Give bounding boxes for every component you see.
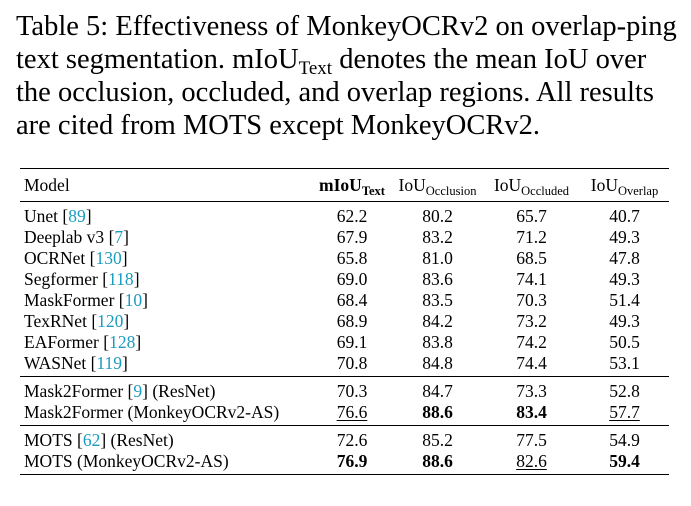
value-miou: 68.9 <box>336 311 368 331</box>
citation-link[interactable]: 118 <box>108 269 134 289</box>
value-overlap: 49.3 <box>609 227 640 247</box>
model-name: Segformer [118] <box>24 269 140 289</box>
value-overlap: 57.7 <box>609 402 640 422</box>
citation-link[interactable]: 89 <box>68 206 86 226</box>
value-overlap: 50.5 <box>609 332 640 352</box>
table-row: OCRNet [130] 65.8 81.0 68.5 47.8 <box>20 248 669 269</box>
value-overlap: 54.9 <box>580 425 669 451</box>
value-occlusion: 84.7 <box>392 376 483 402</box>
value-overlap: 52.8 <box>580 376 669 402</box>
caption-text-b: denotes the mean IoU over the occlusion,… <box>16 44 654 141</box>
model-name: MOTS (MonkeyOCRv2-AS) <box>20 451 312 475</box>
model-name: EAFormer [128] <box>24 332 142 352</box>
value-miou: 62.2 <box>336 206 368 226</box>
value-miou: 70.8 <box>336 353 368 373</box>
model-name: TexRNet [120] <box>24 311 130 331</box>
table-row: Unet [89] 62.2 80.2 65.7 40.7 <box>20 202 669 228</box>
header-iou-overlap: IoUOverlap <box>580 168 669 202</box>
value-occluded: 71.2 <box>516 227 547 247</box>
table-caption: Table 5: Effectiveness of MonkeyOCRv2 on… <box>16 10 678 142</box>
value-occluded: 73.2 <box>516 311 547 331</box>
value-occlusion: 81.0 <box>422 248 453 268</box>
group-mask2former: Mask2Former [9] (ResNet) 70.3 84.7 73.3 … <box>20 376 669 426</box>
value-miou: 76.6 <box>336 402 368 422</box>
value-occlusion: 85.2 <box>392 425 483 451</box>
value-occluded: 73.3 <box>483 376 580 402</box>
value-occlusion: 88.6 <box>422 402 453 422</box>
citation-link[interactable]: 7 <box>114 227 124 247</box>
group-baselines: Unet [89] 62.2 80.2 65.7 40.7 Deeplab v3… <box>20 202 669 377</box>
value-occluded: 74.4 <box>516 353 547 373</box>
citation-link[interactable]: 62 <box>82 430 101 450</box>
value-occluded: 83.4 <box>516 402 547 422</box>
citation-link[interactable]: 119 <box>96 353 123 373</box>
value-occluded: 74.2 <box>516 332 547 352</box>
citation-link[interactable]: 128 <box>109 332 136 352</box>
table-row: Mask2Former (MonkeyOCRv2-AS) 76.6 88.6 8… <box>20 402 669 426</box>
table-row: Mask2Former [9] (ResNet) 70.3 84.7 73.3 … <box>20 376 669 402</box>
table-row: Deeplab v3 [7] 67.9 83.2 71.2 49.3 <box>20 227 669 248</box>
table-row: MOTS (MonkeyOCRv2-AS) 76.9 88.6 82.6 59.… <box>20 451 669 475</box>
model-name: Mask2Former (MonkeyOCRv2-AS) <box>24 402 280 422</box>
value-occlusion: 84.8 <box>422 353 453 373</box>
model-name: WASNet [119] <box>24 353 128 373</box>
value-occlusion: 80.2 <box>422 206 453 226</box>
value-occluded: 65.7 <box>516 206 547 226</box>
value-occluded: 74.1 <box>516 269 547 289</box>
value-miou: 68.4 <box>336 290 368 310</box>
table-row: EAFormer [128] 69.1 83.8 74.2 50.5 <box>20 332 669 353</box>
value-occlusion: 83.2 <box>422 227 453 247</box>
results-table: Model mIoUText IoUOcclusion IoUOccluded … <box>20 168 669 475</box>
value-occlusion: 83.6 <box>422 269 453 289</box>
value-miou: 67.9 <box>336 227 368 247</box>
table-row: TexRNet [120] 68.9 84.2 73.2 49.3 <box>20 311 669 332</box>
model-name: MOTS [62] (ResNet) <box>20 425 312 451</box>
value-miou: 65.8 <box>336 248 368 268</box>
model-name: Mask2Former [9] (ResNet) <box>20 376 312 402</box>
value-overlap: 49.3 <box>609 269 640 289</box>
value-miou: 76.9 <box>312 451 392 475</box>
model-name: Unet [89] <box>24 206 92 226</box>
group-mots: MOTS [62] (ResNet) 72.6 85.2 77.5 54.9 M… <box>20 425 669 475</box>
table-row: MaskFormer [10] 68.4 83.5 70.3 51.4 <box>20 290 669 311</box>
model-name: MaskFormer [10] <box>24 290 148 310</box>
table-row: WASNet [119] 70.8 84.8 74.4 53.1 <box>20 353 669 377</box>
value-occluded: 70.3 <box>516 290 547 310</box>
value-miou: 72.6 <box>312 425 392 451</box>
results-table-container: Model mIoUText IoUOcclusion IoUOccluded … <box>20 168 669 475</box>
table-row: Segformer [118] 69.0 83.6 74.1 49.3 <box>20 269 669 290</box>
value-occlusion: 83.5 <box>422 290 453 310</box>
value-overlap: 51.4 <box>609 290 640 310</box>
header-row: Model mIoUText IoUOcclusion IoUOccluded … <box>20 168 669 202</box>
value-miou: 70.3 <box>312 376 392 402</box>
value-occluded: 82.6 <box>483 451 580 475</box>
caption-subscript: Text <box>298 58 333 79</box>
value-occlusion: 84.2 <box>422 311 453 331</box>
caption-text-a: Effectiveness of MonkeyOCRv2 on overlap-… <box>16 11 677 75</box>
model-name: Deeplab v3 [7] <box>24 227 129 247</box>
value-occlusion: 83.8 <box>422 332 453 352</box>
header-iou-occluded: IoUOccluded <box>483 168 580 202</box>
model-name: OCRNet [130] <box>24 248 128 268</box>
value-overlap: 47.8 <box>609 248 640 268</box>
value-overlap: 49.3 <box>609 311 640 331</box>
header-iou-occlusion: IoUOcclusion <box>392 168 483 202</box>
value-miou: 69.1 <box>336 332 368 352</box>
value-miou: 69.0 <box>336 269 368 289</box>
value-occlusion: 88.6 <box>392 451 483 475</box>
value-overlap: 59.4 <box>580 451 669 475</box>
citation-link[interactable]: 10 <box>124 290 143 310</box>
value-overlap: 53.1 <box>609 353 640 373</box>
header-model: Model <box>20 168 312 202</box>
value-occluded: 68.5 <box>516 248 547 268</box>
header-miou-text: mIoUText <box>312 168 392 202</box>
citation-link[interactable]: 9 <box>133 381 143 401</box>
table-row: MOTS [62] (ResNet) 72.6 85.2 77.5 54.9 <box>20 425 669 451</box>
citation-link[interactable]: 130 <box>95 248 122 268</box>
value-occluded: 77.5 <box>483 425 580 451</box>
value-overlap: 40.7 <box>609 206 640 226</box>
citation-link[interactable]: 120 <box>97 311 124 331</box>
caption-label: Table 5: <box>16 11 109 42</box>
